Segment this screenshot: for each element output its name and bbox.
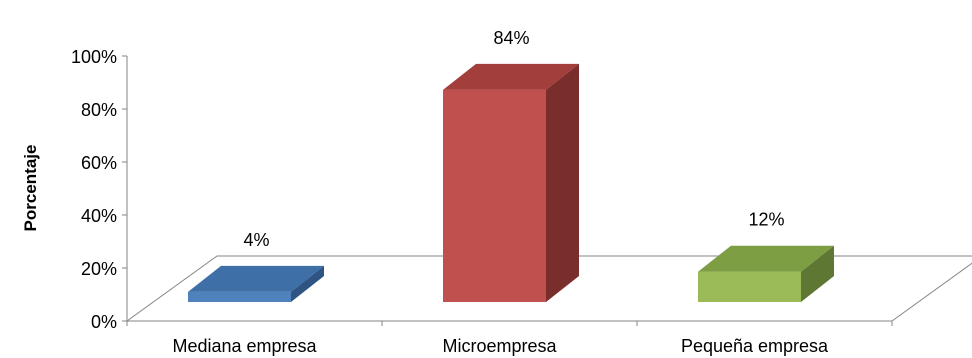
y-axis: 0% 20% 40% 60% 80% 100% xyxy=(71,47,893,332)
x-category-label: Mediana empresa xyxy=(172,336,317,356)
y-tick-label: 100% xyxy=(71,47,117,67)
x-category-label: Pequeña empresa xyxy=(681,336,829,356)
bar-3 xyxy=(698,245,834,302)
bars xyxy=(188,63,834,303)
x-category-label: Microempresa xyxy=(442,336,557,356)
y-axis-title: Porcentaje xyxy=(21,145,40,232)
y-tick-label: 0% xyxy=(91,312,117,332)
data-label: 84% xyxy=(493,28,529,48)
x-axis-labels: Mediana empresa Microempresa Pequeña empre… xyxy=(172,336,829,356)
bar-side xyxy=(546,63,579,303)
bar-1 xyxy=(188,265,324,302)
y-tick-label: 80% xyxy=(81,100,117,120)
bar-front xyxy=(443,89,546,302)
bar-front xyxy=(698,271,801,302)
data-label: 12% xyxy=(748,210,784,230)
y-tick-label: 20% xyxy=(81,259,117,279)
bar-top xyxy=(443,63,579,90)
data-labels: 4% 84% 12% xyxy=(243,28,784,250)
bar-top xyxy=(698,245,834,272)
bar-side xyxy=(291,265,324,302)
y-tick-label: 60% xyxy=(81,153,117,173)
data-label: 4% xyxy=(243,230,269,250)
bar-top xyxy=(188,265,324,292)
bar-2 xyxy=(443,63,579,303)
y-tick-label: 40% xyxy=(81,206,117,226)
bar-front xyxy=(188,291,291,302)
bar-side xyxy=(801,245,834,302)
